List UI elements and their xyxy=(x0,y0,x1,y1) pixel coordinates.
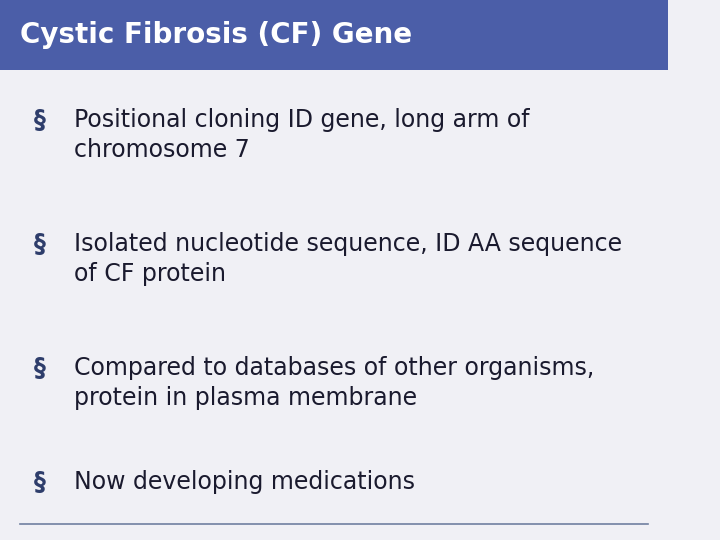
Text: Isolated nucleotide sequence, ID AA sequence
of CF protein: Isolated nucleotide sequence, ID AA sequ… xyxy=(73,232,621,286)
Text: Cystic Fibrosis (CF) Gene: Cystic Fibrosis (CF) Gene xyxy=(20,21,412,49)
FancyBboxPatch shape xyxy=(0,0,668,70)
Text: §: § xyxy=(33,108,45,132)
Text: Now developing medications: Now developing medications xyxy=(73,470,415,494)
Text: Compared to databases of other organisms,
protein in plasma membrane: Compared to databases of other organisms… xyxy=(73,356,594,410)
Text: Positional cloning ID gene, long arm of
chromosome 7: Positional cloning ID gene, long arm of … xyxy=(73,108,529,161)
Text: §: § xyxy=(33,356,45,380)
Text: §: § xyxy=(33,470,45,494)
Text: §: § xyxy=(33,232,45,256)
